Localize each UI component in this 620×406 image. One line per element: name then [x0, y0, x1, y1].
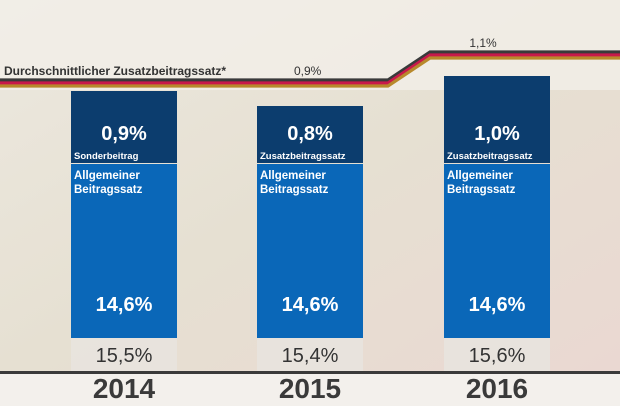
year-label: 2015 [279, 373, 341, 404]
background-top-fade [0, 0, 620, 90]
total-value-label: 15,4% [282, 345, 339, 367]
year-label: 2014 [93, 373, 156, 404]
average-rate-line-stripe [0, 53, 620, 85]
base-segment-name-line2: Beitragssatz [74, 184, 143, 196]
bar-top-segment [71, 91, 177, 163]
base-segment-value: 14,6% [469, 294, 526, 316]
bar-base-segment [444, 164, 550, 338]
base-segment-value: 14,6% [96, 294, 153, 316]
bar-base-segment [71, 164, 177, 338]
total-box [71, 338, 177, 371]
base-segment-name-line1: Allgemeiner [74, 170, 140, 182]
line-label: Durchschnittlicher Zusatzbeitragssatz* [4, 64, 226, 78]
total-value-label: 15,6% [469, 345, 526, 367]
total-value-label: 15,5% [96, 345, 153, 367]
top-segment-name: Sonderbeitrag [74, 151, 139, 162]
base-segment-name-line2: Beitragssatz [447, 184, 516, 196]
year-label: 2016 [466, 373, 528, 404]
base-segment-name-line1: Allgemeiner [447, 170, 513, 182]
base-segment-value: 14,6% [282, 294, 339, 316]
total-box [257, 338, 363, 371]
baseline [0, 371, 620, 374]
bar-base-segment [257, 164, 363, 338]
base-segment-name-line1: Allgemeiner [260, 170, 326, 182]
top-segment-value: 0,8% [287, 123, 333, 145]
line-value-label-2: 1,1% [469, 36, 497, 50]
average-rate-line-stripe [0, 56, 620, 88]
top-segment-value: 0,9% [101, 123, 147, 145]
top-segment-name: Zusatzbeitragssatz [447, 151, 533, 162]
line-value-label-1: 0,9% [294, 64, 322, 78]
bar-top-segment [444, 76, 550, 163]
top-segment-name: Zusatzbeitragssatz [260, 151, 346, 162]
base-segment-name-line2: Beitragssatz [260, 184, 329, 196]
bar-top-segment [257, 106, 363, 163]
average-rate-line-stripe [0, 50, 620, 82]
footer-band [0, 374, 620, 406]
top-segment-value: 1,0% [474, 123, 520, 145]
total-box [444, 338, 550, 371]
